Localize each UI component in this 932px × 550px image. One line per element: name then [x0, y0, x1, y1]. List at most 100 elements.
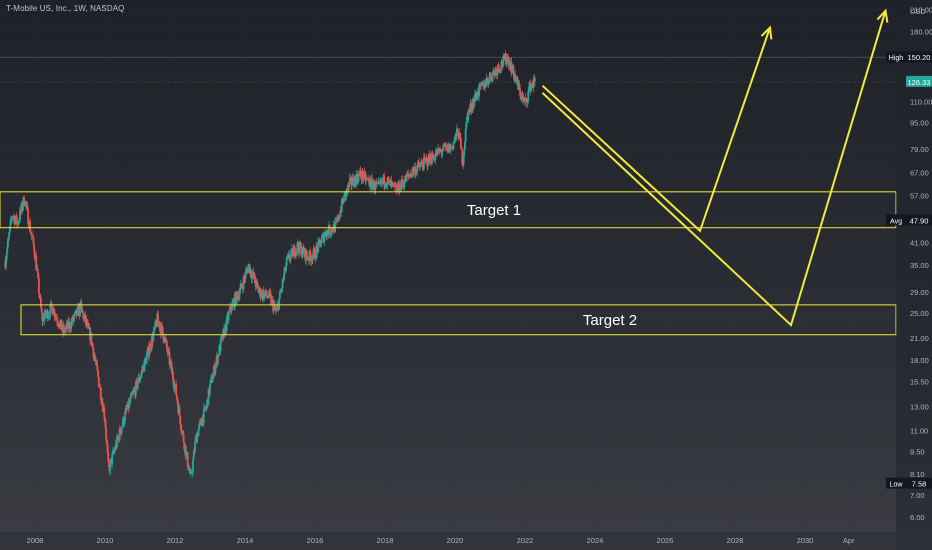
candle-body [294, 255, 297, 257]
candle-body [472, 98, 475, 109]
candle-body [7, 239, 9, 248]
candle-body [225, 317, 228, 331]
candle-body [153, 327, 155, 334]
candle-body [204, 408, 207, 410]
candle-body [365, 177, 367, 182]
candle-body [200, 419, 203, 424]
candle-body [58, 322, 61, 327]
high-marker-value-bg [906, 51, 932, 63]
candle-body [361, 170, 364, 180]
y-tick-label: 8.10 [910, 470, 925, 479]
target-2-label: Target 2 [583, 312, 637, 329]
y-tick-label: 41.00 [910, 239, 929, 248]
y-tick-label: 15.50 [910, 377, 929, 386]
candle-body [57, 324, 60, 327]
candle-body [212, 372, 215, 379]
candle-body [286, 257, 289, 259]
candle-body [375, 182, 378, 185]
candle-body [222, 329, 225, 340]
candle-body [478, 85, 480, 97]
candle-body [132, 391, 135, 394]
candle-body [56, 317, 58, 322]
candle-body [441, 152, 443, 154]
candle-body [505, 61, 508, 65]
candle-body [433, 156, 435, 160]
candle-body [143, 358, 146, 371]
avg-marker-label-bg [886, 214, 906, 226]
symbol-title: T-Mobile US, Inc., 1W, NASDAQ [6, 4, 125, 13]
x-tick-label: 2016 [307, 536, 324, 545]
candle-body [309, 250, 312, 256]
candle-body [318, 239, 321, 243]
candle-body [288, 254, 291, 260]
candle-body [111, 453, 114, 465]
candle-body [81, 306, 83, 311]
candle-body [452, 142, 455, 149]
candle-body [386, 177, 389, 185]
candle-body [152, 333, 155, 342]
candle-body [157, 313, 159, 321]
candle-body [426, 158, 429, 167]
candle-body [460, 147, 463, 150]
candle-body [484, 84, 487, 88]
candle-body [207, 388, 210, 406]
candle-body [139, 376, 142, 380]
candle-body [269, 292, 272, 295]
candle-body [73, 317, 75, 321]
candle-body [26, 205, 29, 209]
candle-body [9, 225, 11, 232]
y-tick-label: 6.00 [910, 513, 925, 522]
x-tick-label: 2008 [27, 536, 44, 545]
candle-body [412, 169, 415, 174]
y-tick-label: 9.50 [910, 447, 925, 456]
candle-body [367, 178, 370, 180]
candle-body [180, 429, 183, 432]
candle-body [36, 268, 39, 273]
candle-body [414, 169, 417, 176]
candle-body [192, 459, 194, 472]
candle-body [489, 72, 492, 79]
candle-body [268, 290, 271, 293]
candle-body [427, 164, 429, 167]
candle-body [30, 233, 33, 236]
candle-body [161, 324, 163, 328]
candle-body [429, 155, 432, 163]
candle-body [64, 329, 67, 333]
candle-body [510, 61, 513, 74]
high-marker-label: High [889, 55, 904, 62]
candle-body [69, 329, 72, 330]
candle-body [353, 176, 356, 187]
candle-body [43, 316, 46, 322]
y-tick-label: 29.00 [910, 288, 929, 297]
x-tick-label: 2026 [657, 536, 674, 545]
candle-body [209, 379, 212, 385]
candle-body [357, 174, 360, 183]
candle-body [302, 246, 305, 251]
candle-body [157, 320, 160, 322]
candle-body [442, 144, 445, 151]
candle-body [377, 182, 380, 183]
candle-body [499, 71, 501, 72]
avg-marker-value: 47.90 [910, 216, 929, 225]
candle-body [301, 246, 304, 255]
candle-body [329, 233, 332, 235]
candle-body [6, 247, 9, 255]
candle-body [15, 215, 18, 224]
candle-body [98, 386, 101, 388]
price-axis-unit: USD [910, 7, 926, 16]
candle-body [19, 209, 21, 220]
candle-body [287, 255, 289, 258]
candle-body [145, 355, 148, 364]
candle-body [530, 85, 532, 92]
candle-body [507, 57, 510, 67]
candle-body [461, 149, 464, 165]
candle-body [485, 78, 488, 85]
candle-body [299, 241, 301, 248]
candle-body [381, 180, 384, 184]
candle-body [215, 362, 217, 369]
candle-body [169, 361, 172, 365]
candle-body [501, 61, 503, 66]
candle-body [120, 428, 123, 434]
